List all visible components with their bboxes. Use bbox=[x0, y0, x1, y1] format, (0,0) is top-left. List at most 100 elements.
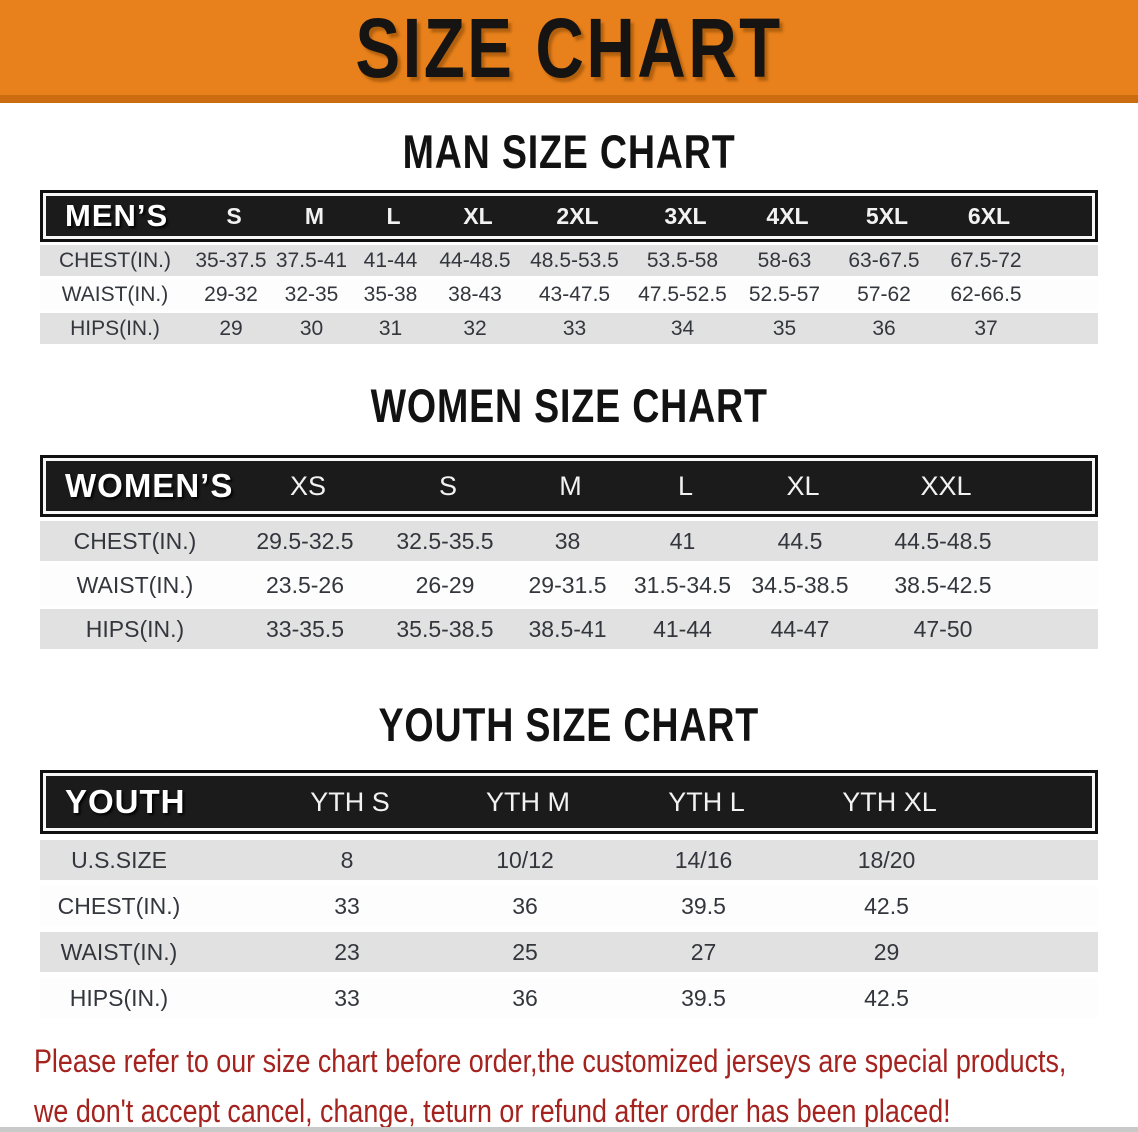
mens-hips-row: HIPS(IN.) 29 30 31 32 33 34 35 36 37 bbox=[40, 313, 1098, 344]
size-value: 29.5-32.5 bbox=[256, 527, 354, 554]
size-value: 57-62 bbox=[857, 282, 911, 306]
size-value: 29-31.5 bbox=[528, 571, 607, 598]
measurement-label: WAIST(IN.) bbox=[76, 571, 194, 598]
size-value: 29 bbox=[873, 938, 900, 965]
size-column-header: YTH M bbox=[486, 786, 570, 817]
size-value: 33-35.5 bbox=[265, 615, 344, 642]
size-value: 8 bbox=[340, 846, 354, 873]
size-value: 10/12 bbox=[496, 846, 554, 873]
size-value: 39.5 bbox=[681, 984, 726, 1011]
size-column-header: L bbox=[677, 470, 694, 501]
size-column-header: M bbox=[559, 470, 582, 501]
womens-chest-row: CHEST(IN.) 29.5-32.5 32.5-35.5 38 41 44.… bbox=[40, 521, 1098, 561]
size-column-header: XS bbox=[289, 470, 327, 501]
size-value: 48.5-53.5 bbox=[530, 248, 619, 272]
disclaimer-line-1: Please refer to our size chart before or… bbox=[34, 1043, 1067, 1079]
size-column-header: YTH S bbox=[310, 786, 390, 817]
measurement-label: WAIST(IN.) bbox=[60, 938, 178, 965]
size-column-header: 3XL bbox=[664, 202, 707, 229]
womens-group-label: WOMEN’S bbox=[65, 467, 234, 504]
size-column-header: 4XL bbox=[766, 202, 809, 229]
size-column-header: 2XL bbox=[556, 202, 599, 229]
size-value: 67.5-72 bbox=[950, 248, 1022, 272]
man-heading-text: MAN SIZE CHART bbox=[402, 125, 736, 178]
measurement-label: WAIST(IN.) bbox=[61, 282, 169, 306]
youth-hips-row: HIPS(IN.) 33 36 39.5 42.5 bbox=[40, 978, 1098, 1018]
size-value: 44.5 bbox=[777, 527, 823, 554]
size-value: 44.5-48.5 bbox=[894, 527, 992, 554]
size-value: 44-48.5 bbox=[439, 248, 511, 272]
size-column-header: S bbox=[438, 470, 457, 501]
mens-waist-row: WAIST(IN.) 29-32 32-35 35-38 38-43 43-47… bbox=[40, 279, 1098, 310]
size-column-header: S bbox=[226, 202, 242, 229]
measurement-label: U.S.SIZE bbox=[71, 846, 167, 873]
size-value: 18/20 bbox=[857, 846, 916, 873]
man-section-heading: MAN SIZE CHART bbox=[0, 124, 1138, 179]
size-value: 39.5 bbox=[681, 892, 726, 919]
size-value: 33 bbox=[562, 316, 587, 340]
size-value: 38.5-42.5 bbox=[894, 571, 992, 598]
size-column-header: L bbox=[386, 202, 401, 229]
size-value: 33 bbox=[334, 984, 360, 1011]
size-value: 35-38 bbox=[363, 282, 418, 306]
size-value: 38-43 bbox=[448, 282, 502, 306]
size-value: 38.5-41 bbox=[528, 615, 607, 642]
size-value: 53.5-58 bbox=[646, 248, 719, 272]
womens-waist-row: WAIST(IN.) 23.5-26 26-29 29-31.5 31.5-34… bbox=[40, 565, 1098, 605]
size-value: 42.5 bbox=[864, 984, 909, 1011]
size-value: 23 bbox=[334, 938, 360, 965]
size-value: 36 bbox=[872, 316, 896, 340]
women-section-heading: WOMEN SIZE CHART bbox=[0, 378, 1138, 433]
measurement-label: HIPS(IN.) bbox=[69, 984, 169, 1011]
size-column-header: 5XL bbox=[865, 202, 909, 229]
size-value: 42.5 bbox=[864, 892, 909, 919]
size-value: 43-47.5 bbox=[538, 282, 611, 306]
size-value: 29 bbox=[219, 316, 243, 340]
size-value: 38 bbox=[554, 527, 581, 554]
size-column-header: XXL bbox=[920, 470, 972, 501]
size-value: 63-67.5 bbox=[848, 248, 920, 272]
size-value: 32-35 bbox=[284, 282, 339, 306]
youth-chest-row: CHEST(IN.) 33 36 39.5 42.5 bbox=[40, 886, 1098, 926]
size-value: 34.5-38.5 bbox=[751, 571, 849, 598]
measurement-label: CHEST(IN.) bbox=[73, 527, 197, 554]
mens-group-label: MEN’S bbox=[65, 198, 169, 233]
size-value: 31 bbox=[378, 316, 403, 340]
size-value: 35.5-38.5 bbox=[396, 615, 494, 642]
size-chart-title: SIZE CHART bbox=[355, 1, 783, 95]
size-value: 14/16 bbox=[674, 846, 733, 873]
youth-size-table: YOUTH YTH S YTH M YTH L YTH XL U.S.SIZE … bbox=[40, 770, 1098, 1018]
size-value: 37.5-41 bbox=[275, 248, 348, 272]
size-value: 32 bbox=[463, 316, 487, 340]
size-column-header: YTH XL bbox=[842, 786, 937, 817]
youth-table-header: YOUTH YTH S YTH M YTH L YTH XL bbox=[40, 770, 1098, 834]
size-value: 47.5-52.5 bbox=[638, 282, 727, 306]
youth-ussize-row: U.S.SIZE 8 10/12 14/16 18/20 bbox=[40, 840, 1098, 880]
mens-table-header: MEN’S S M L XL 2XL 3XL 4XL 5XL 6XL bbox=[40, 190, 1098, 242]
size-column-header: XL bbox=[463, 202, 493, 229]
mens-size-table: MEN’S S M L XL 2XL 3XL 4XL 5XL 6XL CHEST… bbox=[40, 190, 1098, 344]
size-value: 26-29 bbox=[415, 571, 475, 598]
size-value: 62-66.5 bbox=[950, 282, 1022, 306]
size-value: 27 bbox=[690, 938, 717, 965]
size-value: 23.5-26 bbox=[265, 571, 344, 598]
women-heading-text: WOMEN SIZE CHART bbox=[370, 379, 768, 432]
size-column-header: XL bbox=[786, 470, 820, 501]
size-value: 44-47 bbox=[770, 615, 830, 642]
womens-hips-row: HIPS(IN.) 33-35.5 35.5-38.5 38.5-41 41-4… bbox=[40, 609, 1098, 649]
size-value: 36 bbox=[512, 984, 538, 1011]
size-value: 30 bbox=[299, 316, 324, 340]
youth-section-heading: YOUTH SIZE CHART bbox=[0, 697, 1138, 752]
size-column-header: YTH L bbox=[668, 786, 745, 817]
order-disclaimer: Please refer to our size chart before or… bbox=[34, 1036, 1124, 1132]
measurement-label: CHEST(IN.) bbox=[57, 892, 181, 919]
size-value: 31.5-34.5 bbox=[633, 571, 732, 598]
size-chart-banner: SIZE CHART bbox=[0, 0, 1138, 103]
size-value: 25 bbox=[512, 938, 538, 965]
size-value: 41-44 bbox=[363, 248, 418, 272]
size-value: 41-44 bbox=[653, 615, 712, 642]
size-column-header: 6XL bbox=[967, 202, 1011, 229]
youth-heading-text: YOUTH SIZE CHART bbox=[378, 698, 760, 751]
size-value: 35-37.5 bbox=[195, 248, 267, 272]
size-value: 52.5-57 bbox=[748, 282, 821, 306]
